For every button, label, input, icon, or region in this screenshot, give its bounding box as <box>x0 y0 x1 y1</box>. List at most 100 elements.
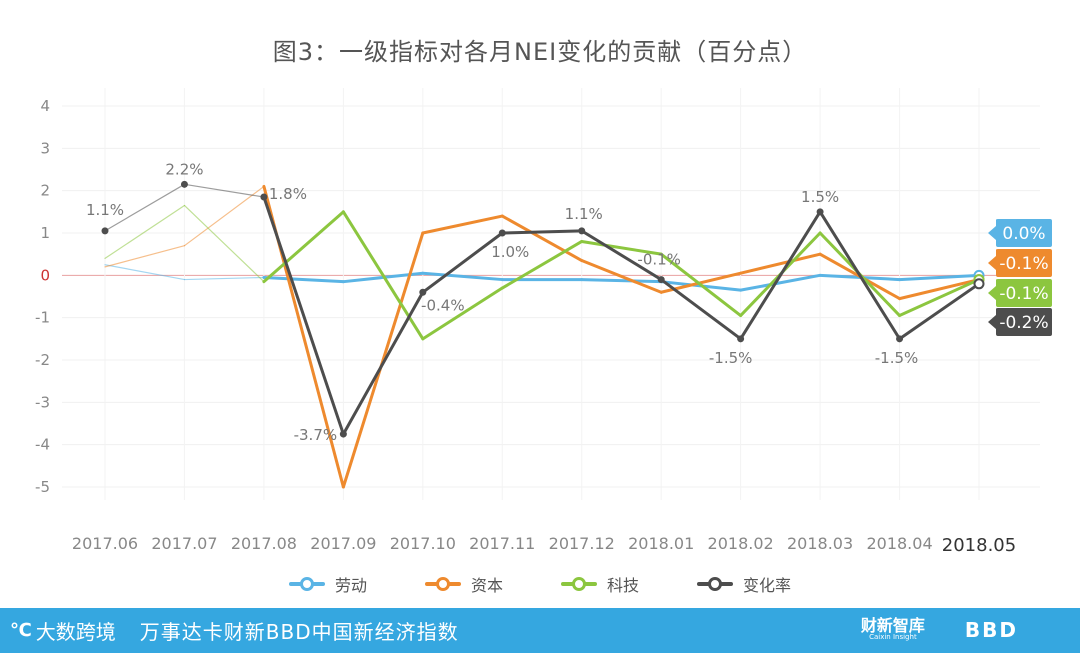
legend: 劳动 资本 科技 变化率 <box>0 570 1080 598</box>
footer-logo: ℃ 大数跨境 <box>10 616 116 645</box>
y-tick-label: 4 <box>40 97 50 115</box>
series-segment-change <box>500 229 584 235</box>
series-segment-tech <box>183 204 265 283</box>
footer-bar: ℃ 大数跨境 万事达卡财新BBD中国新经济指数 财新智库 Caixin Insi… <box>0 608 1080 653</box>
point-change <box>260 193 268 201</box>
series-segment-labor <box>739 273 822 292</box>
data-label: 1.1% <box>565 205 603 223</box>
series-segment-change <box>104 183 186 232</box>
caixin-sub: Caixin Insight <box>869 633 917 641</box>
y-tick-label: -3 <box>35 393 50 411</box>
series-segment-labor <box>898 273 981 282</box>
series-segment-change <box>818 210 902 341</box>
data-label: -0.1% <box>637 251 681 269</box>
point-change <box>657 276 665 284</box>
legend-item-labor[interactable]: 劳动 <box>288 570 367 598</box>
x-tick-label: 2018.05 <box>942 535 1016 556</box>
legend-item-change[interactable]: 变化率 <box>697 570 791 598</box>
series-segment-change <box>898 282 981 341</box>
end-label-text: 0.0% <box>1002 224 1045 244</box>
data-label: -0.4% <box>421 296 465 314</box>
series-segment-capital <box>739 252 822 275</box>
series-group <box>101 180 985 489</box>
y-tick-label: -2 <box>35 351 50 369</box>
data-labels: 1.1% 2.2% 1.8% -3.7% -0.4% 1.0% 1.1% -0.1% -1.5%… <box>86 160 918 444</box>
end-label-labor: 0.0% <box>988 219 1052 247</box>
end-label-box <box>988 279 1052 307</box>
end-point-change <box>973 278 985 290</box>
x-tick-label: 2017.06 <box>72 534 138 553</box>
series-segment-tech <box>898 278 981 318</box>
series-segment-tech <box>104 204 186 259</box>
chart-title: 图3：一级指标对各月NEI变化的贡献（百分点） <box>272 38 808 66</box>
end-labels: 0.0% -0.1% -0.1% -0.2% <box>988 219 1052 336</box>
y-tick-label: 3 <box>40 139 50 157</box>
y-tick-label: 2 <box>40 182 50 200</box>
legend-item-capital[interactable]: 资本 <box>424 570 503 598</box>
point-change <box>180 180 188 188</box>
x-tick-label: 2018.02 <box>708 534 774 553</box>
data-label: -1.5% <box>709 349 753 367</box>
series-segment-tech <box>262 210 345 284</box>
series-segment-change <box>183 183 265 198</box>
series-segment-labor <box>183 276 265 281</box>
end-label-text: -0.1% <box>999 284 1048 304</box>
x-tick-label: 2018.04 <box>866 534 932 553</box>
y-tick-label: 0 <box>40 266 50 284</box>
series-segment-tech <box>580 239 663 256</box>
point-change <box>339 430 347 438</box>
bbd-logo: BBD <box>964 618 1018 642</box>
caixin-logo: 财新智库 Caixin Insight <box>860 616 925 642</box>
end-label-text: -0.2% <box>999 313 1048 333</box>
y-tick-label: -5 <box>35 478 50 496</box>
end-label-box <box>988 219 1052 247</box>
series-segment-capital <box>421 214 504 235</box>
data-label: 2.2% <box>165 160 203 178</box>
data-label: 1.8% <box>269 185 307 203</box>
point-change <box>419 288 427 296</box>
legend-label-labor: 劳动 <box>334 576 367 595</box>
footer-title: 万事达卡财新BBD中国新经济指数 <box>139 620 459 644</box>
series-segment-change <box>262 195 345 436</box>
end-label-text: -0.1% <box>999 254 1048 274</box>
legend-label-tech: 科技 <box>607 576 640 595</box>
end-label-capital: -0.1% <box>988 249 1052 277</box>
series-segment-change <box>659 278 743 341</box>
series-segment-capital <box>898 278 981 301</box>
x-tick-label: 2017.12 <box>549 534 615 553</box>
point-change <box>816 208 824 216</box>
end-label-tech: -0.1% <box>988 279 1052 307</box>
x-tick-label: 2018.03 <box>787 534 853 553</box>
series-segment-labor <box>262 275 345 284</box>
x-axis-ticks: 2017.06 2017.07 2017.08 2017.09 2017.10 2017.… <box>72 534 1016 556</box>
data-label: 1.5% <box>801 188 839 206</box>
series-segment-labor <box>104 264 186 281</box>
series-segment-capital <box>104 245 186 268</box>
legend-item-tech[interactable]: 科技 <box>561 570 639 598</box>
series-segment-tech <box>659 252 743 318</box>
legend-swatch-tech <box>561 577 597 591</box>
x-tick-label: 2017.11 <box>469 534 535 553</box>
end-label-box <box>988 249 1052 277</box>
data-label: -1.5% <box>875 349 919 367</box>
series-segment-tech <box>500 239 584 290</box>
point-change <box>578 227 586 235</box>
data-label: -3.7% <box>294 426 338 444</box>
end-label-change: -0.2% <box>988 308 1052 336</box>
x-tick-label: 2017.07 <box>151 534 217 553</box>
caixin-name: 财新智库 <box>860 616 925 635</box>
x-tick-label: 2017.08 <box>231 534 297 553</box>
point-change <box>101 227 109 235</box>
y-tick-label: 1 <box>40 224 50 242</box>
footer-logo-text: 大数跨境 <box>35 620 116 644</box>
end-label-box <box>988 308 1052 336</box>
logo-icon: ℃ <box>10 620 32 641</box>
series-segment-capital <box>341 231 425 489</box>
data-label: 1.0% <box>491 243 529 261</box>
legend-swatch-change <box>697 577 734 591</box>
series-segment-labor <box>580 278 663 284</box>
series-segment-change <box>421 231 504 294</box>
legend-swatch-labor <box>288 577 325 591</box>
series-segment-capital <box>183 185 265 247</box>
